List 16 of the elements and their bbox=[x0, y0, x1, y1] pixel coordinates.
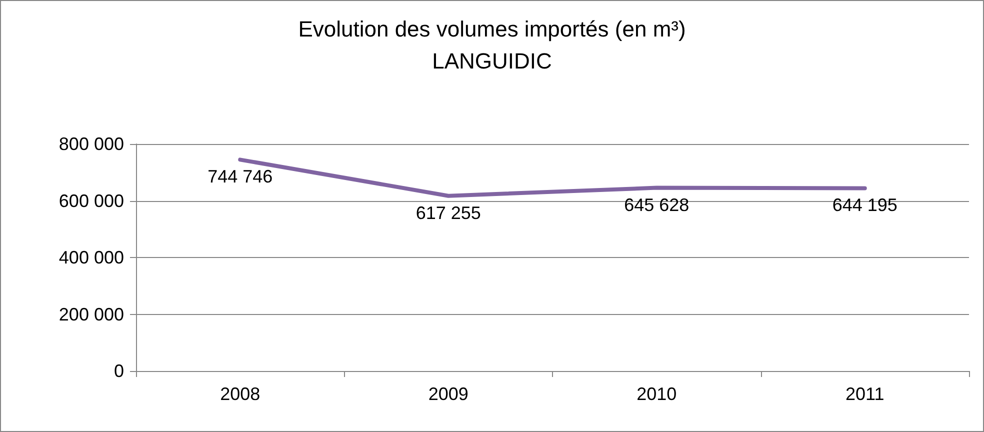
y-tick-label: 400 000 bbox=[58, 248, 124, 268]
y-tick-label: 800 000 bbox=[58, 134, 124, 154]
chart-subtitle: LANGUIDIC bbox=[432, 48, 552, 74]
data-label: 744 746 bbox=[208, 166, 273, 187]
x-tick-label: 2011 bbox=[846, 384, 884, 404]
line-series bbox=[238, 158, 867, 198]
y-tick-label: 200 000 bbox=[58, 304, 124, 324]
y-tick-label: 0 bbox=[114, 361, 124, 381]
y-tick-label: 600 000 bbox=[58, 190, 124, 211]
x-tick-label: 2010 bbox=[636, 384, 677, 404]
data-label: 617 255 bbox=[416, 202, 481, 223]
x-tick-label: 2009 bbox=[428, 384, 468, 404]
data-label: 645 628 bbox=[624, 194, 690, 215]
data-label: 644 195 bbox=[832, 195, 898, 216]
x-tick-label: 2008 bbox=[220, 384, 260, 404]
chart-title: Evolution des volumes importés (en m³) bbox=[298, 16, 686, 42]
